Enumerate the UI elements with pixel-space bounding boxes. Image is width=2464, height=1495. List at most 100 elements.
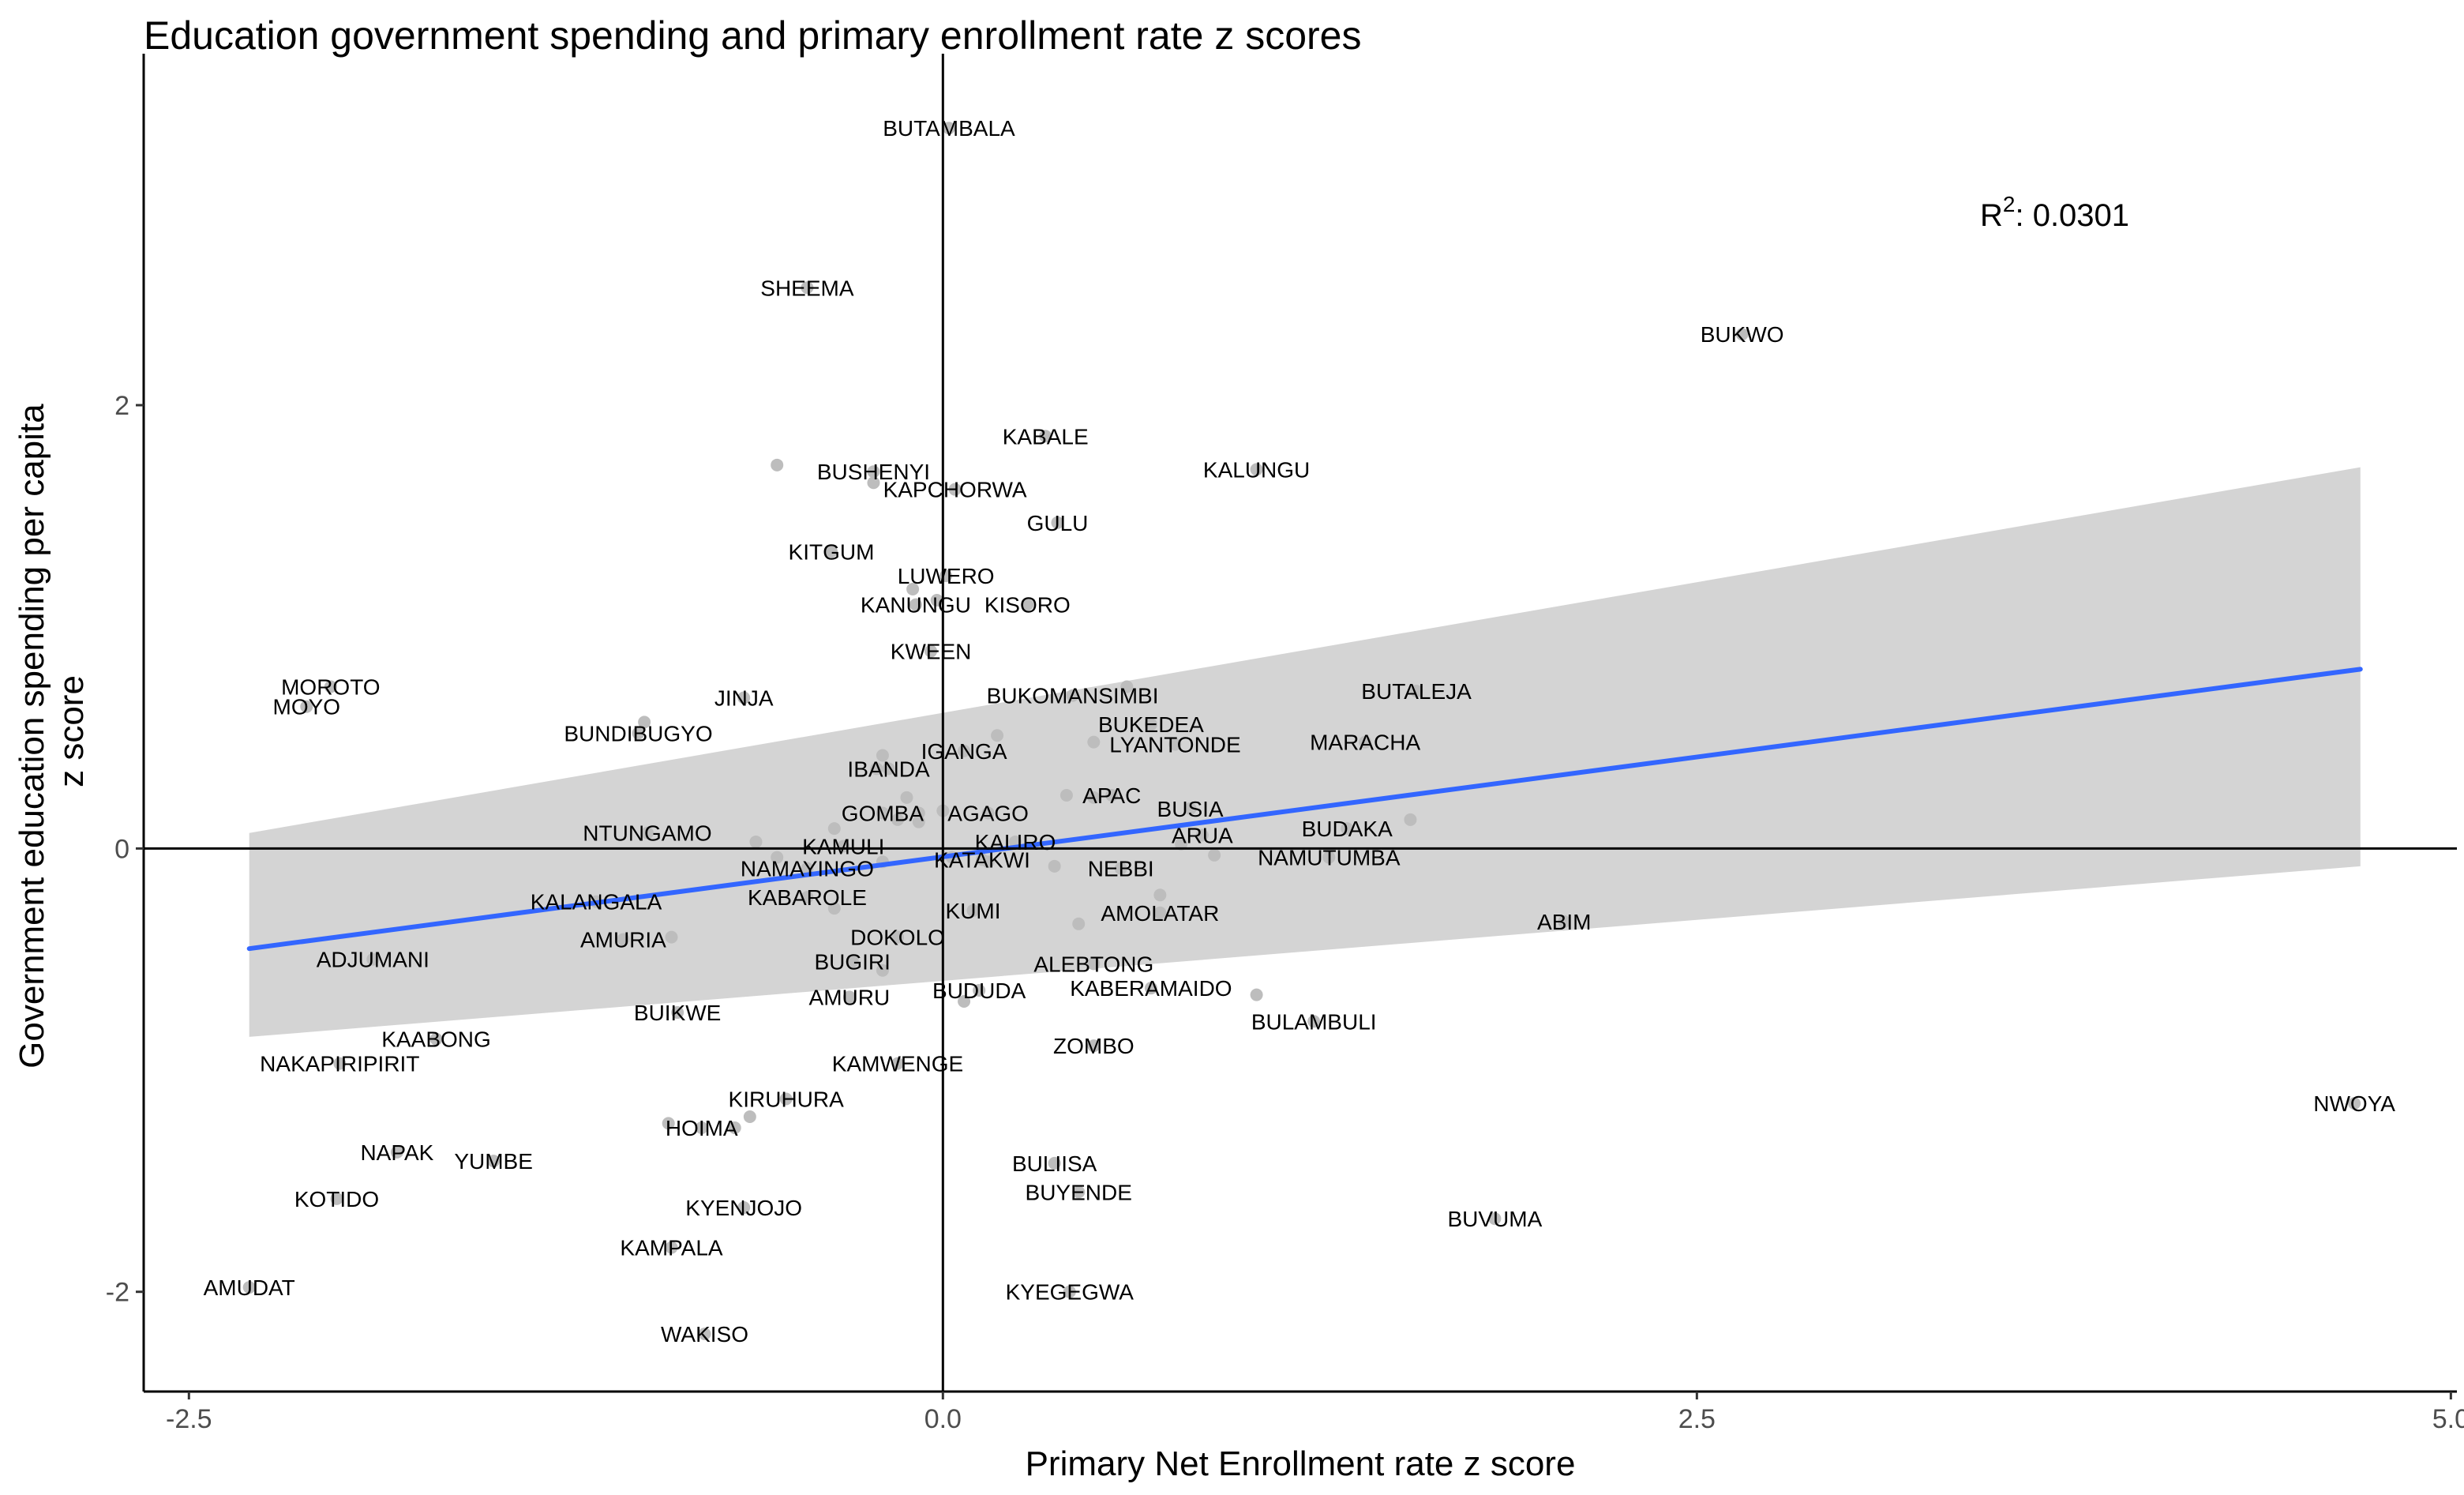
data-point [1059,789,1073,802]
data-point [870,762,883,776]
data-point [958,744,971,757]
data-point [728,1121,741,1135]
data-point [1048,859,1061,873]
data-point [1410,685,1423,698]
y-tick-label: -2 [106,1278,129,1308]
y-axis-title-line-2: z score [52,675,91,787]
point-label: BUTALEJA [1361,679,1472,704]
x-tick-label: 5.0 [2432,1404,2464,1434]
y-axis-title: Government education spending per capita… [13,394,91,1069]
point-label: KAMPALA [620,1236,723,1260]
data-point [876,963,889,977]
point-label: IGANGA [921,739,1007,764]
point-label: GULU [1027,511,1089,535]
axes: -2.5 0.0 2.5 5.0 -2 0 2 [106,54,2464,1434]
point-label: KAMULI [802,835,884,859]
point-label: WAKISO [661,1322,748,1347]
point-label: NEBBI [1088,857,1154,881]
point-label: NAKAPIRIPIRIT [260,1052,419,1076]
data-point [665,1241,678,1254]
data-point [1105,789,1119,802]
data-point [981,806,995,820]
point-label: NAMAYINGO [741,857,874,881]
data-point [324,680,337,693]
data-point [801,862,814,875]
data-point [640,826,654,840]
point-label: KITGUM [789,539,875,564]
point-label: BUDAKA [1302,817,1393,841]
data-point [912,815,925,828]
point-label: KAABONG [381,1027,490,1052]
data-point [1404,813,1417,826]
data-point [1087,791,1101,804]
point-label: AMURU [809,985,891,1009]
point-label: KANUNGU [861,593,971,618]
points-layer [242,122,2361,1341]
x-tick-label: 2.5 [1678,1404,1716,1434]
r-squared-base: R [1980,198,2003,233]
data-point [942,122,955,135]
data-point [1488,1212,1502,1226]
data-point [876,749,889,762]
data-point [1153,906,1167,919]
data-point [638,716,651,729]
y-tick-label: 0 [114,834,129,864]
data-point [1120,680,1134,693]
point-label: APAC [1082,783,1141,808]
data-point [366,952,380,966]
point-label: AMURIA [580,927,666,952]
data-point [900,791,913,804]
point-label: BUVUMA [1447,1207,1542,1231]
data-point [906,582,920,595]
data-point [891,1057,905,1070]
point-label: BUIKWE [634,1001,721,1025]
data-point [743,1110,756,1123]
x-tick-label: -2.5 [166,1404,212,1434]
point-label: KISORO [984,593,1071,618]
data-point [632,727,645,740]
data-point [1039,430,1052,443]
data-point [1153,888,1167,902]
point-label: HOIMA [666,1116,738,1140]
data-point [1208,848,1221,862]
point-label: GOMBA [842,801,924,825]
data-point [930,594,943,607]
point-label: KYEGEGWA [1006,1280,1134,1305]
data-point [1048,1156,1061,1170]
point-label: KALIRO [975,830,1056,855]
data-point [242,1281,256,1294]
point-label: KABERAMAIDO [1070,976,1232,1001]
point-label: KAPCHORWA [883,478,1027,502]
point-label: IBANDA [847,757,930,781]
data-point [891,930,905,944]
point-label: ADJUMANI [317,948,429,972]
data-point [429,1032,443,1046]
point-label: BUKOMANSIMBI [987,684,1159,708]
data-point [1175,837,1188,851]
point-label: MARACHA [1310,731,1420,755]
data-point [991,729,1004,742]
data-point [1087,735,1101,749]
data-point [1072,1185,1086,1199]
data-point [1307,1015,1321,1028]
point-label: LUWERO [898,564,995,588]
data-point [771,851,784,864]
plot-area: BUTAMBALA SHEEMA BUKWO KABALE BUSHENYI KALUNG… [144,54,2457,1392]
point-label: KALANGALA [531,890,662,915]
data-point [846,955,859,968]
point-label: YUMBE [454,1149,533,1174]
data-point [1066,689,1079,702]
data-point [948,483,962,496]
data-point [333,1057,347,1070]
confidence-band [249,467,2361,1037]
data-point [966,903,980,917]
data-point [665,930,678,944]
data-point [617,933,630,946]
point-label: BUGIRI [814,950,890,975]
r-squared-value: : 0.0301 [2015,198,2129,233]
data-point [1072,917,1086,930]
data-point [867,465,880,479]
point-label: KATAKWI [934,847,1030,872]
point-label: NAPAK [360,1140,433,1165]
data-point [924,644,938,658]
